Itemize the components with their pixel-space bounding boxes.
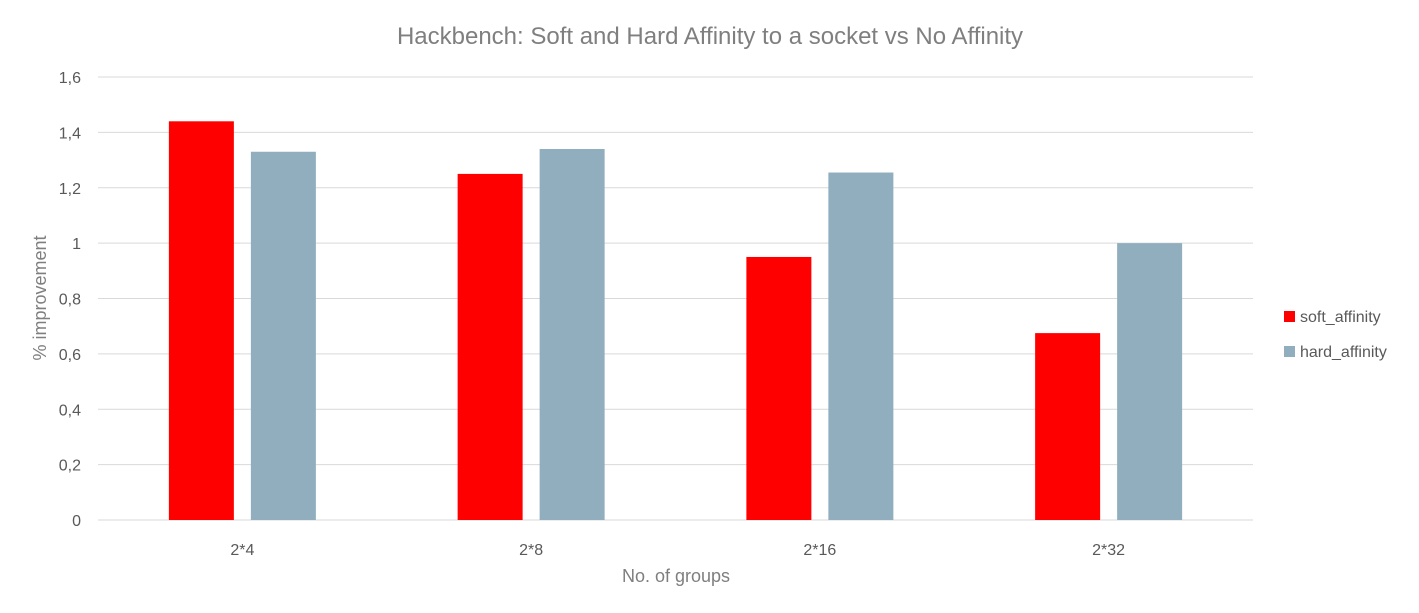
x-axis-ticks: 2*4 2*8 2*16 2*32: [230, 542, 1125, 559]
bar-hard_affinity: [828, 172, 894, 520]
y-tick-label: 1,4: [59, 125, 81, 142]
bar-hard_affinity: [250, 151, 316, 520]
bar-hard_affinity: [1117, 243, 1183, 520]
y-tick-label: 1,2: [59, 181, 81, 198]
y-tick-label: 0,6: [59, 347, 81, 364]
y-axis-title: % improvement: [30, 235, 50, 360]
bar-soft_affinity: [746, 256, 812, 520]
legend-label-soft_affinity: soft_affinity: [1300, 309, 1381, 326]
y-tick-label: 0,4: [59, 402, 81, 419]
x-tick-label: 2*8: [519, 542, 543, 559]
x-tick-label: 2*32: [1092, 542, 1125, 559]
y-tick-label: 1: [72, 236, 81, 253]
legend-label-hard_affinity: hard_affinity: [1300, 344, 1387, 361]
bars: [168, 121, 1183, 521]
bar-hard_affinity: [539, 148, 605, 521]
y-tick-label: 0,8: [59, 292, 81, 309]
legend-swatch-soft_affinity: [1284, 311, 1295, 322]
y-tick-label: 0: [72, 513, 81, 530]
x-tick-label: 2*16: [803, 542, 836, 559]
legend-swatch-hard_affinity: [1284, 346, 1295, 357]
legend: soft_affinity hard_affinity: [1284, 309, 1387, 361]
y-tick-label: 0,2: [59, 458, 81, 475]
y-axis-ticks: 0 0,2 0,4 0,6 0,8 1 1,2 1,4 1,6: [59, 70, 81, 530]
bar-soft_affinity: [457, 173, 523, 520]
y-tick-label: 1,6: [59, 70, 81, 87]
x-tick-label: 2*4: [230, 542, 254, 559]
chart-title: Hackbench: Soft and Hard Affinity to a s…: [397, 23, 1023, 50]
x-axis-title: No. of groups: [622, 566, 730, 586]
bar-soft_affinity: [168, 121, 234, 521]
bar-soft_affinity: [1035, 333, 1101, 520]
